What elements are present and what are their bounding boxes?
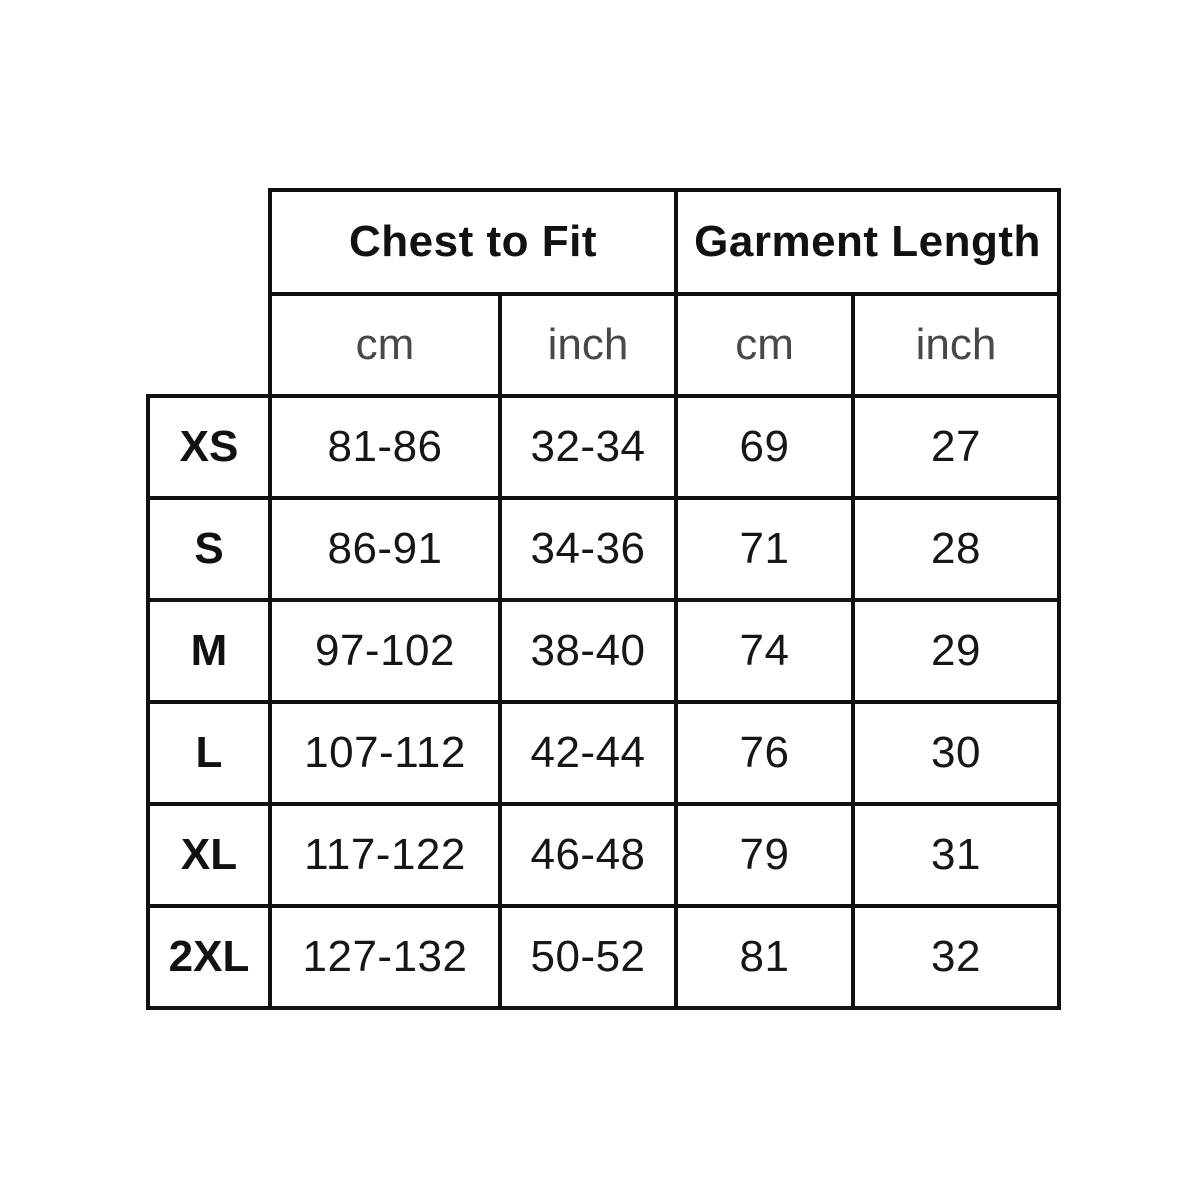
chest-inch-value: 46-48: [497, 802, 679, 908]
chest-inch-value: 32-34: [497, 394, 679, 500]
size-label: L: [146, 700, 272, 806]
length-cm-value: 71: [674, 496, 856, 602]
garment-length-header: Garment Length: [674, 188, 1062, 296]
table-row-xs: XS 81-86 32-34 69 27: [146, 394, 1062, 500]
unit-chest-cm: cm: [268, 292, 502, 398]
blank-corner-cell: [148, 190, 270, 396]
unit-header-row: cm inch cm inch: [148, 292, 1062, 398]
size-label: M: [146, 598, 272, 704]
unit-chest-inch: inch: [497, 292, 679, 398]
chest-inch-value: 42-44: [497, 700, 679, 806]
table-row-2xl: 2XL 127-132 50-52 81 32: [146, 904, 1062, 1010]
size-label: S: [146, 496, 272, 602]
chest-cm-value: 97-102: [268, 598, 502, 704]
table-row-xl: XL 117-122 46-48 79 31: [146, 802, 1062, 908]
length-cm-value: 79: [674, 802, 856, 908]
size-label: XS: [146, 394, 272, 500]
chest-cm-value: 107-112: [268, 700, 502, 806]
length-cm-value: 74: [674, 598, 856, 704]
unit-length-cm: cm: [674, 292, 856, 398]
table-row-m: M 97-102 38-40 74 29: [146, 598, 1062, 704]
chest-cm-value: 117-122: [268, 802, 502, 908]
length-inch-value: 27: [851, 394, 1062, 500]
table-row-l: L 107-112 42-44 76 30: [146, 700, 1062, 806]
length-inch-value: 30: [851, 700, 1062, 806]
unit-length-inch: inch: [851, 292, 1062, 398]
size-chart-table: Chest to Fit Garment Length cm inch cm i…: [146, 188, 1062, 1010]
length-cm-value: 69: [674, 394, 856, 500]
chest-inch-value: 34-36: [497, 496, 679, 602]
length-cm-value: 81: [674, 904, 856, 1010]
length-cm-value: 76: [674, 700, 856, 806]
chest-cm-value: 81-86: [268, 394, 502, 500]
length-inch-value: 29: [851, 598, 1062, 704]
chest-inch-value: 38-40: [497, 598, 679, 704]
length-inch-value: 32: [851, 904, 1062, 1010]
chest-inch-value: 50-52: [497, 904, 679, 1010]
chest-cm-value: 127-132: [268, 904, 502, 1010]
length-inch-value: 28: [851, 496, 1062, 602]
length-inch-value: 31: [851, 802, 1062, 908]
group-header-row: Chest to Fit Garment Length: [148, 188, 1062, 296]
size-label: 2XL: [146, 904, 272, 1010]
chest-cm-value: 86-91: [268, 496, 502, 602]
chest-to-fit-header: Chest to Fit: [267, 188, 679, 296]
table-row-s: S 86-91 34-36 71 28: [146, 496, 1062, 602]
size-label: XL: [146, 802, 272, 908]
